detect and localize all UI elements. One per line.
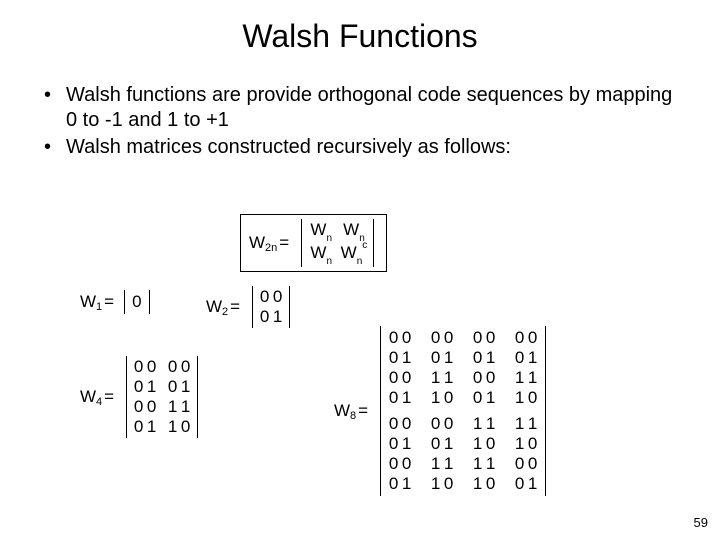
wn-entry: Wn (310, 243, 332, 262)
w4-matrix: 0000 0101 0011 0110 (126, 356, 198, 438)
w4-definition: W4= 0000 0101 0011 0110 (80, 356, 198, 438)
formula-lhs: W2n= (249, 233, 289, 253)
w1-label: W1= (80, 292, 114, 312)
w8-label: W8= (334, 401, 368, 421)
w2-label: W2= (206, 297, 240, 317)
page-title: Walsh Functions (0, 0, 720, 55)
bullet-item: • Walsh matrices constructed recursively… (44, 135, 680, 160)
w1-definition: W1= 0 (80, 290, 150, 314)
bullet-text: Walsh functions are provide orthogonal c… (66, 83, 680, 133)
w1-matrix: 0 (124, 290, 149, 314)
bullet-text: Walsh matrices constructed recursively a… (66, 135, 511, 160)
page-number: 59 (694, 515, 708, 530)
wn-entry: Wn (310, 220, 332, 239)
equals-sign: = (279, 233, 289, 253)
w2-definition: W2= 00 01 (206, 286, 290, 328)
bullet-dot: • (44, 83, 66, 133)
w2-matrix: 00 01 (252, 286, 290, 328)
bullet-dot: • (44, 135, 66, 160)
bullet-list: • Walsh functions are provide orthogonal… (44, 83, 680, 160)
formula-sub: 2n (265, 242, 277, 254)
formula-w: W (249, 233, 265, 253)
wn-entry: Wn (343, 220, 365, 239)
recursive-formula: W2n= Wn Wn Wn Wnc (240, 214, 387, 272)
bullet-item: • Walsh functions are provide orthogonal… (44, 83, 680, 133)
w4-label: W4= (80, 387, 114, 407)
wn-complement-entry: Wnc (341, 243, 368, 262)
formula-matrix: Wn Wn Wn Wnc (301, 219, 374, 267)
w8-definition: W8= 00000000 01010101 00110011 01100110 … (334, 326, 546, 496)
w8-matrix: 00000000 01010101 00110011 01100110 0000… (380, 326, 546, 496)
